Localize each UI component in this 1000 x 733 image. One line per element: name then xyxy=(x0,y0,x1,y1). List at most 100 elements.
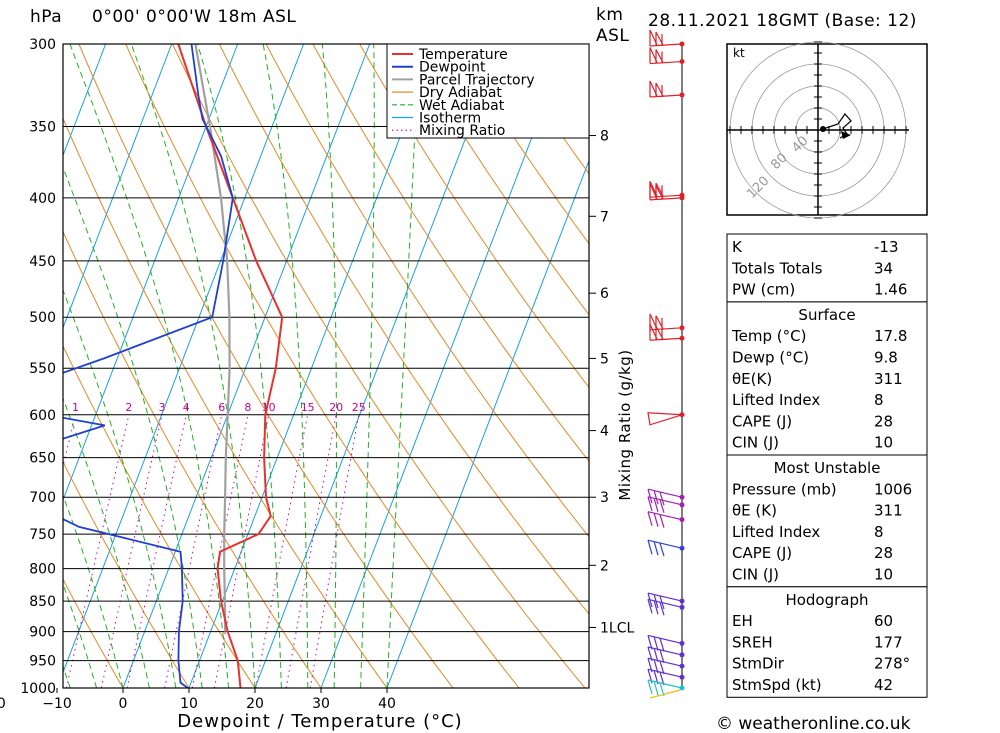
surface-value: 9.8 xyxy=(874,349,898,367)
wind-barb xyxy=(649,183,683,201)
pressure-tick-850: 850 xyxy=(29,594,56,610)
isotherm xyxy=(122,44,371,688)
asl-unit-label: ASL xyxy=(596,26,629,46)
wind-barb xyxy=(649,47,683,65)
isotherm xyxy=(63,44,173,330)
hodograph-value: 42 xyxy=(874,676,893,694)
wind-barb xyxy=(647,646,683,664)
most-unstable-title: Most Unstable xyxy=(774,459,881,477)
surface-label: CAPE (J) xyxy=(732,412,792,430)
dry-adiabat xyxy=(218,44,589,615)
dry-adiabat xyxy=(63,578,124,688)
x-tick-label: 40 xyxy=(378,696,396,712)
pressure-tick-900: 900 xyxy=(29,625,56,641)
hodograph-label: EH xyxy=(732,612,753,630)
pressure-tick-300: 300 xyxy=(29,37,56,53)
x-tick-label: 20 xyxy=(246,696,264,712)
surface-value: 28 xyxy=(874,412,893,430)
legend-box xyxy=(386,43,590,139)
km-tick-label: 4 xyxy=(600,424,609,440)
plot-frame xyxy=(62,43,590,689)
mixing-ratio-line xyxy=(164,414,223,688)
pressure-tick-600: 600 xyxy=(29,408,56,424)
hodograph-label: StmSpd (kt) xyxy=(732,676,822,694)
wind-barb xyxy=(647,511,683,528)
hpa-unit-label: hPa xyxy=(30,7,62,27)
legend-entry: Parcel Trajectory xyxy=(419,72,535,88)
most-unstable-value: 28 xyxy=(874,544,893,562)
surface-label: Temp (°C) xyxy=(731,327,806,345)
wind-barb xyxy=(647,598,683,616)
km-unit-label: km xyxy=(596,5,623,25)
x-tick-label: −20 xyxy=(0,696,6,712)
hodograph-value: 60 xyxy=(874,612,893,630)
temperature-line xyxy=(177,44,284,688)
wind-barb xyxy=(647,657,683,675)
wind-barb xyxy=(647,496,683,513)
km-tick-label: 6 xyxy=(600,286,609,302)
index-label: PW (cm) xyxy=(732,281,795,299)
mixing-ratio-label: 25 xyxy=(352,401,366,414)
isotherm xyxy=(63,44,107,157)
surface-label: θE(K) xyxy=(732,370,772,388)
surface-box xyxy=(726,301,928,456)
mixing-ratio-label: 10 xyxy=(262,401,276,414)
most-unstable-label: Lifted Index xyxy=(732,523,820,541)
surface-label: Dewp (°C) xyxy=(732,349,809,367)
profile-curves xyxy=(63,44,284,688)
dry-adiabat xyxy=(452,44,589,245)
most-unstable-label: Pressure (mb) xyxy=(732,480,837,498)
dry-adiabat xyxy=(125,44,520,688)
index-value: 34 xyxy=(874,259,893,277)
km-tick-label: 3 xyxy=(600,490,609,506)
isotherm xyxy=(320,44,569,688)
mixing-ratio-labels: 1 2 3 4 6 8 10 15 20 25 xyxy=(72,401,366,414)
wind-barb xyxy=(649,323,683,341)
km-tick-label: 5 xyxy=(600,351,609,367)
wet-adiabat xyxy=(360,44,375,688)
wind-barb xyxy=(649,180,683,198)
most-unstable-value: 311 xyxy=(874,502,903,520)
x-tick-label: −10 xyxy=(42,696,72,712)
surface-value: 17.8 xyxy=(874,327,907,345)
hodograph-title: Hodograph xyxy=(785,591,868,609)
mixing-ratio-line xyxy=(65,414,130,688)
surface-value: 8 xyxy=(874,391,884,409)
wind-barb xyxy=(647,412,683,426)
pressure-tick-500: 500 xyxy=(29,310,56,326)
storm-motion-marker xyxy=(841,131,851,139)
surface-title: Surface xyxy=(798,306,855,324)
mixing-ratio-label: 15 xyxy=(301,401,315,414)
sounding-datetime: 28.11.2021 18GMT (Base: 12) xyxy=(648,11,917,31)
index-label: K xyxy=(732,238,743,256)
most-unstable-label: CIN (J) xyxy=(732,566,779,584)
isotherm xyxy=(386,159,589,688)
dry-adiabat xyxy=(359,44,589,389)
isotherm xyxy=(63,44,239,502)
dry-adiabat xyxy=(265,44,589,538)
legend-entry: Isotherm xyxy=(419,111,481,127)
mixing-ratio-label: 2 xyxy=(125,401,132,414)
most-unstable-label: CAPE (J) xyxy=(732,544,792,562)
x-tick-label: 30 xyxy=(312,696,330,712)
most-unstable-value: 1006 xyxy=(874,480,912,498)
surface-value: 10 xyxy=(874,434,893,452)
indices-table: K -13 Totals Totals 34 PW (cm) 1.46 Surface Tem… xyxy=(726,233,928,698)
pressure-axis: 300 350 400 450 500 550 600 650 700 750 800 850 900 9… xyxy=(20,37,56,697)
wet-adiabat xyxy=(386,44,419,688)
mixing-ratio-line xyxy=(100,414,163,688)
surface-value: 311 xyxy=(874,370,903,388)
pressure-tick-700: 700 xyxy=(29,490,56,506)
pressure-tick-450: 450 xyxy=(29,254,56,270)
wind-barb xyxy=(647,668,683,686)
wet-adiabat xyxy=(321,44,337,688)
dry-adiabat xyxy=(63,460,190,688)
x-tick-label: 10 xyxy=(180,696,198,712)
surface-label: CIN (J) xyxy=(732,434,779,452)
legend-entry: Dry Adiabat xyxy=(419,85,502,101)
wind-barb xyxy=(647,634,683,652)
legend-entry: Wet Adiabat xyxy=(419,98,505,114)
